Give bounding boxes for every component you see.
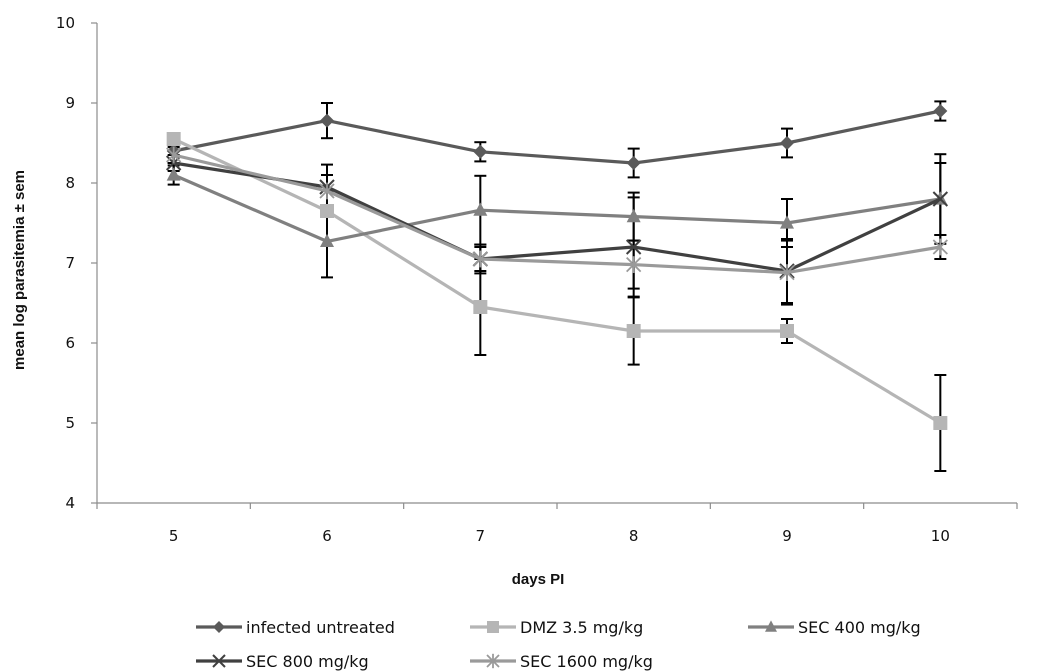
data-point xyxy=(320,204,334,218)
data-point xyxy=(626,156,641,170)
series-layer xyxy=(165,100,949,472)
x-axis-title: days PI xyxy=(512,571,565,588)
legend-label: DMZ 3.5 mg/kg xyxy=(520,618,643,637)
legend-entry: SEC 1600 mg/kg xyxy=(470,652,653,671)
legend-entry: DMZ 3.5 mg/kg xyxy=(470,618,643,637)
x-tick-label: 9 xyxy=(782,527,792,545)
series-line xyxy=(172,137,942,425)
series-5 xyxy=(166,146,948,281)
data-point xyxy=(626,324,641,338)
data-point xyxy=(780,136,794,150)
x-tick-label: 7 xyxy=(476,527,486,545)
data-point xyxy=(472,250,488,268)
x-axis-ticks: 5 6 7 8 9 10 xyxy=(96,503,1018,545)
y-tick-label: 7 xyxy=(65,254,75,272)
legend-entry: SEC 400 mg/kg xyxy=(748,618,921,637)
data-point xyxy=(932,238,948,256)
data-point xyxy=(626,208,641,223)
data-point xyxy=(166,146,182,164)
data-point xyxy=(779,264,795,281)
legend: infected untreated DMZ 3.5 mg/kg SEC 400 m… xyxy=(196,618,921,671)
series-1 xyxy=(166,104,948,170)
x-tick-label: 10 xyxy=(931,527,950,545)
data-point xyxy=(932,191,949,207)
marker-stroke xyxy=(625,239,642,255)
series-line xyxy=(173,109,941,165)
legend-marker xyxy=(212,654,226,668)
y-tick-label: 6 xyxy=(65,334,75,352)
y-tick-label: 10 xyxy=(56,14,75,32)
y-axis-ticks: 4 5 6 7 8 9 10 xyxy=(56,14,97,512)
legend-marker xyxy=(765,620,777,632)
marker-stroke xyxy=(932,191,949,207)
data-point xyxy=(933,416,948,430)
legend-label: SEC 400 mg/kg xyxy=(798,618,921,637)
data-point xyxy=(320,113,334,128)
data-point xyxy=(319,182,335,200)
data-point xyxy=(473,202,488,216)
data-point xyxy=(780,215,794,229)
y-tick-label: 4 xyxy=(65,494,75,512)
x-tick-label: 8 xyxy=(629,527,639,545)
x-tick-label: 5 xyxy=(169,527,179,545)
legend-entry: SEC 800 mg/kg xyxy=(196,652,369,671)
y-tick-label: 8 xyxy=(65,174,75,192)
legend-marker xyxy=(487,621,499,633)
series-line xyxy=(173,153,941,275)
y-axis-title: mean log parasitemia ± sem xyxy=(11,170,28,370)
legend-label: infected untreated xyxy=(246,618,395,637)
legend-label: SEC 1600 mg/kg xyxy=(520,652,653,671)
data-point xyxy=(933,104,948,118)
series-line xyxy=(173,173,941,243)
y-tick-label: 9 xyxy=(65,94,75,112)
series-line xyxy=(173,161,942,273)
data-point xyxy=(625,239,642,255)
data-point xyxy=(780,324,794,338)
y-tick-label: 5 xyxy=(65,414,75,432)
marker-stroke xyxy=(212,654,226,668)
series-2 xyxy=(166,132,948,430)
data-point xyxy=(473,300,488,314)
data-point xyxy=(473,144,488,159)
x-tick-label: 6 xyxy=(322,527,332,545)
legend-entry: infected untreated xyxy=(196,618,395,637)
data-point xyxy=(166,167,181,181)
legend-label: SEC 800 mg/kg xyxy=(246,652,369,671)
data-point xyxy=(320,233,334,247)
legend-marker xyxy=(486,653,500,669)
data-point xyxy=(626,256,642,273)
legend-marker xyxy=(213,621,225,633)
data-point xyxy=(166,132,181,146)
